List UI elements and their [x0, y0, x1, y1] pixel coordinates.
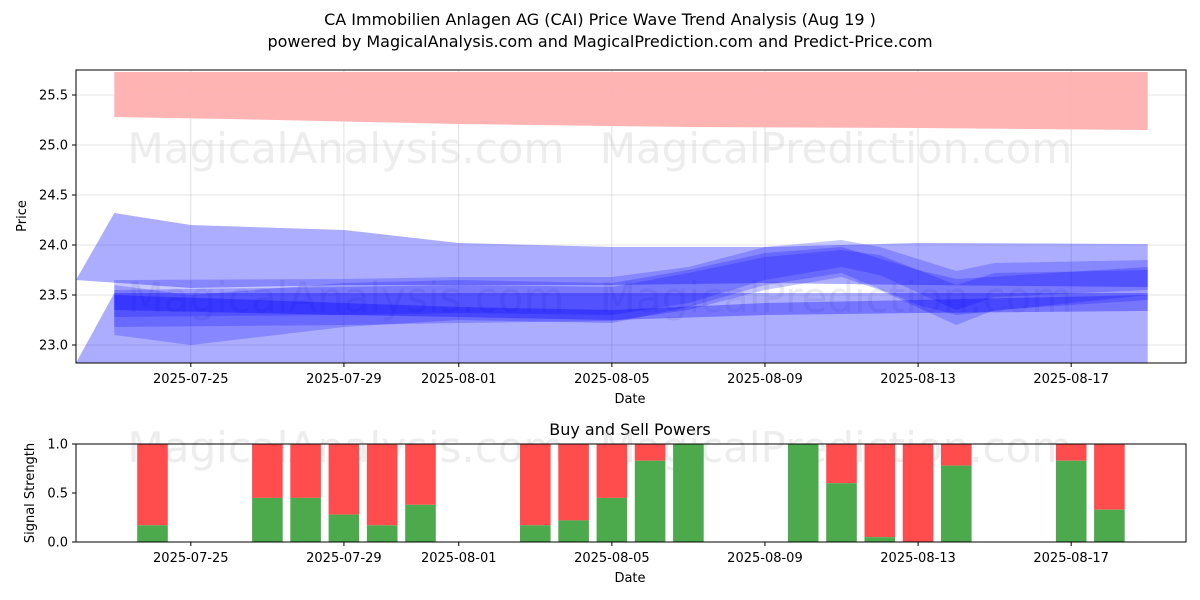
price-x-tick-label-4: 2025-08-09: [727, 372, 803, 387]
sell-bar-12: [826, 444, 857, 484]
buy-bar-7: [558, 520, 589, 542]
price-plot-frame: [75, 69, 1187, 364]
sell-bar-1: [252, 444, 283, 498]
sell-bar-7: [558, 444, 589, 521]
price-y-tick-label-3: 24.5: [39, 189, 68, 204]
signal-x-tick-label-1: 2025-07-29: [306, 551, 382, 566]
watermark-text-2: MagicalAnalysis.com: [128, 273, 565, 322]
sell-bar-5: [405, 444, 436, 505]
price-band-0: [114, 72, 1148, 130]
sell-bar-0: [137, 444, 168, 526]
signal-y-axis-label: Signal Strength: [23, 443, 38, 543]
sell-bar-2: [290, 444, 321, 498]
watermark-text-0: MagicalAnalysis.com: [128, 124, 565, 173]
signal-y-tick-label-1: 0.5: [47, 487, 68, 502]
buy-bar-0: [137, 525, 168, 542]
signal-x-tick-label-5: 2025-08-13: [880, 551, 956, 566]
sell-bar-8: [596, 444, 628, 498]
price-x-tick-label-6: 2025-08-17: [1033, 372, 1109, 387]
price-y-axis: 23.0 23.5 24.0 24.5 25.0 25.5: [39, 89, 76, 354]
buy-bar-9: [634, 460, 666, 542]
watermark-text-1: MagicalPrediction.com: [600, 124, 1073, 173]
price-band-5: [114, 247, 1148, 345]
sell-bar-6: [520, 444, 551, 526]
sell-bar-4: [366, 444, 398, 526]
buy-bar-2: [290, 497, 321, 542]
signal-y-tick-label-0: 0.0: [47, 536, 68, 551]
buy-bar-8: [596, 497, 628, 542]
buy-bar-15: [941, 465, 972, 542]
price-band-6: [114, 295, 1148, 320]
price-plot: MagicalAnalysis.com MagicalPrediction.com…: [15, 69, 1187, 407]
price-y-tick-label-4: 25.0: [39, 139, 68, 154]
price-band-3: [114, 240, 1148, 327]
chart-title: CA Immobilien Anlagen AG (CAI) Price Wav…: [324, 10, 876, 29]
price-band-1: [76, 213, 1148, 288]
signal-bars: [137, 444, 1125, 542]
buy-bar-6: [520, 525, 551, 542]
price-y-tick-label-1: 23.5: [39, 289, 68, 304]
sell-bar-14: [902, 444, 934, 542]
buy-bar-16: [1055, 460, 1087, 542]
signal-x-tick-label-0: 2025-07-25: [153, 551, 229, 566]
price-x-axis: 2025-07-25 2025-07-29 2025-08-01 2025-08-05…: [153, 363, 1109, 387]
sell-bar-13: [864, 444, 896, 538]
price-y-tick-label-2: 24.0: [39, 239, 68, 254]
sell-bar-16: [1055, 444, 1087, 461]
buy-bar-13: [864, 537, 896, 542]
buy-bar-11: [787, 444, 819, 542]
price-x-tick-label-1: 2025-07-29: [306, 372, 382, 387]
chart-subtitle: powered by MagicalAnalysis.com and Magic…: [267, 32, 932, 51]
price-watermarks: MagicalAnalysis.com MagicalPrediction.com…: [128, 124, 1073, 322]
signal-plot-title: Buy and Sell Powers: [549, 420, 711, 439]
signal-x-axis: 2025-07-25 2025-07-29 2025-08-01 2025-08-05…: [153, 542, 1109, 566]
signal-plot: Buy and Sell Powers MagicalAnalysis.comM…: [23, 420, 1187, 586]
signal-x-tick-label-6: 2025-08-17: [1033, 551, 1109, 566]
buy-bar-1: [252, 497, 283, 542]
buy-bar-4: [366, 525, 398, 542]
price-band-4: [114, 250, 1148, 317]
buy-bar-3: [328, 514, 360, 542]
price-bands: [76, 72, 1148, 363]
signal-x-tick-label-2: 2025-08-01: [421, 551, 497, 566]
signal-x-tick-label-4: 2025-08-09: [727, 551, 803, 566]
sell-bar-15: [941, 444, 972, 466]
price-x-tick-label-2: 2025-08-01: [421, 372, 497, 387]
price-x-tick-label-3: 2025-08-05: [574, 372, 650, 387]
signal-x-axis-label: Date: [614, 571, 645, 586]
sell-bar-9: [634, 444, 666, 461]
price-y-tick-label-0: 23.0: [39, 339, 68, 354]
price-band-2: [76, 293, 1148, 363]
buy-bar-17: [1094, 509, 1125, 542]
buy-bar-10: [673, 444, 704, 542]
signal-y-axis: 0.0 0.5 1.0: [47, 438, 76, 551]
price-y-tick-label-5: 25.5: [39, 89, 68, 104]
buy-bar-5: [405, 504, 436, 542]
sell-bar-17: [1094, 444, 1125, 510]
signal-x-tick-label-3: 2025-08-05: [574, 551, 650, 566]
watermark-text-3: MagicalPrediction.com: [600, 273, 1073, 322]
buy-bar-12: [826, 483, 857, 542]
price-x-axis-label: Date: [614, 392, 645, 407]
price-y-axis-label: Price: [15, 200, 30, 232]
signal-y-tick-label-2: 1.0: [47, 438, 68, 453]
price-x-tick-label-5: 2025-08-13: [880, 372, 956, 387]
price-x-tick-label-0: 2025-07-25: [153, 372, 229, 387]
sell-bar-3: [328, 444, 360, 515]
